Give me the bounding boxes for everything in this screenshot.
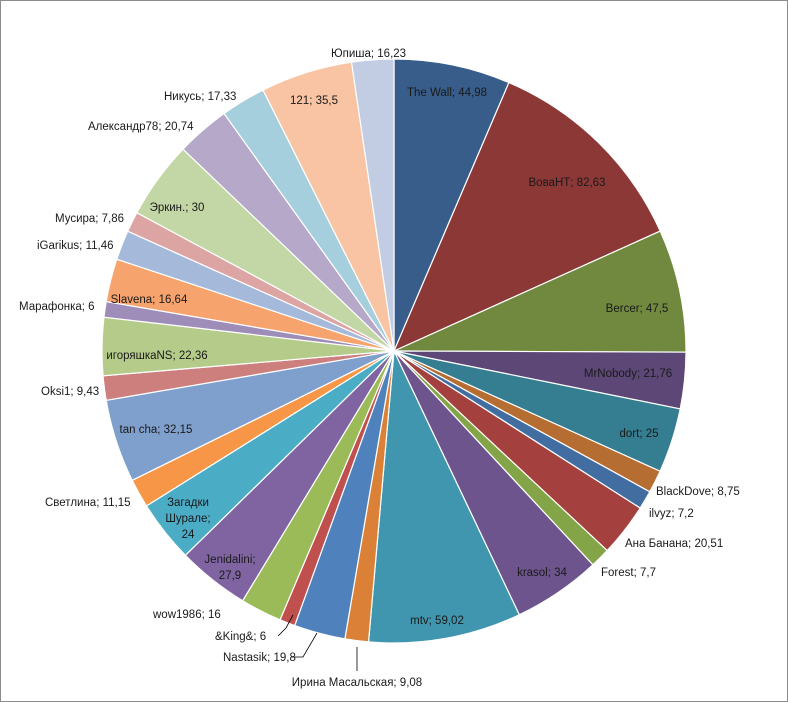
slice-label: &King&; 6 (215, 631, 266, 643)
slice-label: ВоваНТ; 82,63 (529, 177, 606, 189)
slice-label: Bercer; 47,5 (606, 303, 669, 315)
slice-label: ilvyz; 7,2 (649, 508, 694, 520)
pie-slices (101, 58, 687, 644)
slice-label: Forest; 7,7 (601, 567, 656, 579)
leader-line (277, 614, 294, 637)
slice-label: BlackDove; 8,75 (656, 486, 740, 498)
slice-label: 121; 35,5 (290, 95, 338, 107)
slice-label: Загадки Шурале; 24 (165, 497, 210, 541)
slice-label: Nastasik; 19,8 (223, 652, 296, 664)
slice-label: Александр78; 20,74 (88, 121, 194, 133)
pie-slice (393, 58, 510, 352)
pie-slice (367, 348, 521, 644)
slice-label: Ирина Масальская; 9,08 (292, 677, 422, 689)
slice-label: Марафонка; 6 (19, 301, 95, 313)
slice-label: Oksi1; 9,43 (41, 386, 99, 398)
slice-label: The Wall; 44,98 (407, 87, 487, 99)
slice-label: mtv; 59,02 (410, 615, 464, 627)
pie-slice (350, 58, 395, 352)
slice-label: Мусира; 7,86 (55, 213, 124, 225)
slice-label: iGarikus; 11,46 (37, 240, 114, 252)
slice-label: Юпиша; 16,23 (331, 48, 406, 60)
slice-label: tan cha; 32,15 (120, 424, 193, 436)
slice-label: krasol; 34 (517, 567, 567, 579)
pie-slice (392, 81, 662, 353)
leader-line (291, 632, 318, 658)
slice-label: Светлина; 11,15 (45, 497, 131, 509)
slice-labels: The Wall; 44,98 ВоваНТ; 82,63 Bercer; 47,5… (19, 48, 740, 689)
slice-label: Jenidalini; 27,9 (204, 554, 255, 582)
slice-label: игоряшкаNS; 22,36 (106, 350, 207, 362)
slice-label: Никусь; 17,33 (164, 91, 236, 103)
slice-label: dort; 25 (620, 428, 659, 440)
leader-lines (277, 614, 358, 671)
slice-label: MrNobody; 21,76 (584, 368, 672, 380)
slice-label: Эркин.; 30 (150, 202, 205, 214)
slice-label: Slavena; 16,64 (111, 294, 188, 306)
slice-label: wow1986; 16 (152, 609, 221, 621)
pie-slice (393, 230, 687, 353)
slice-label: Ана Банана; 20,51 (625, 538, 723, 550)
